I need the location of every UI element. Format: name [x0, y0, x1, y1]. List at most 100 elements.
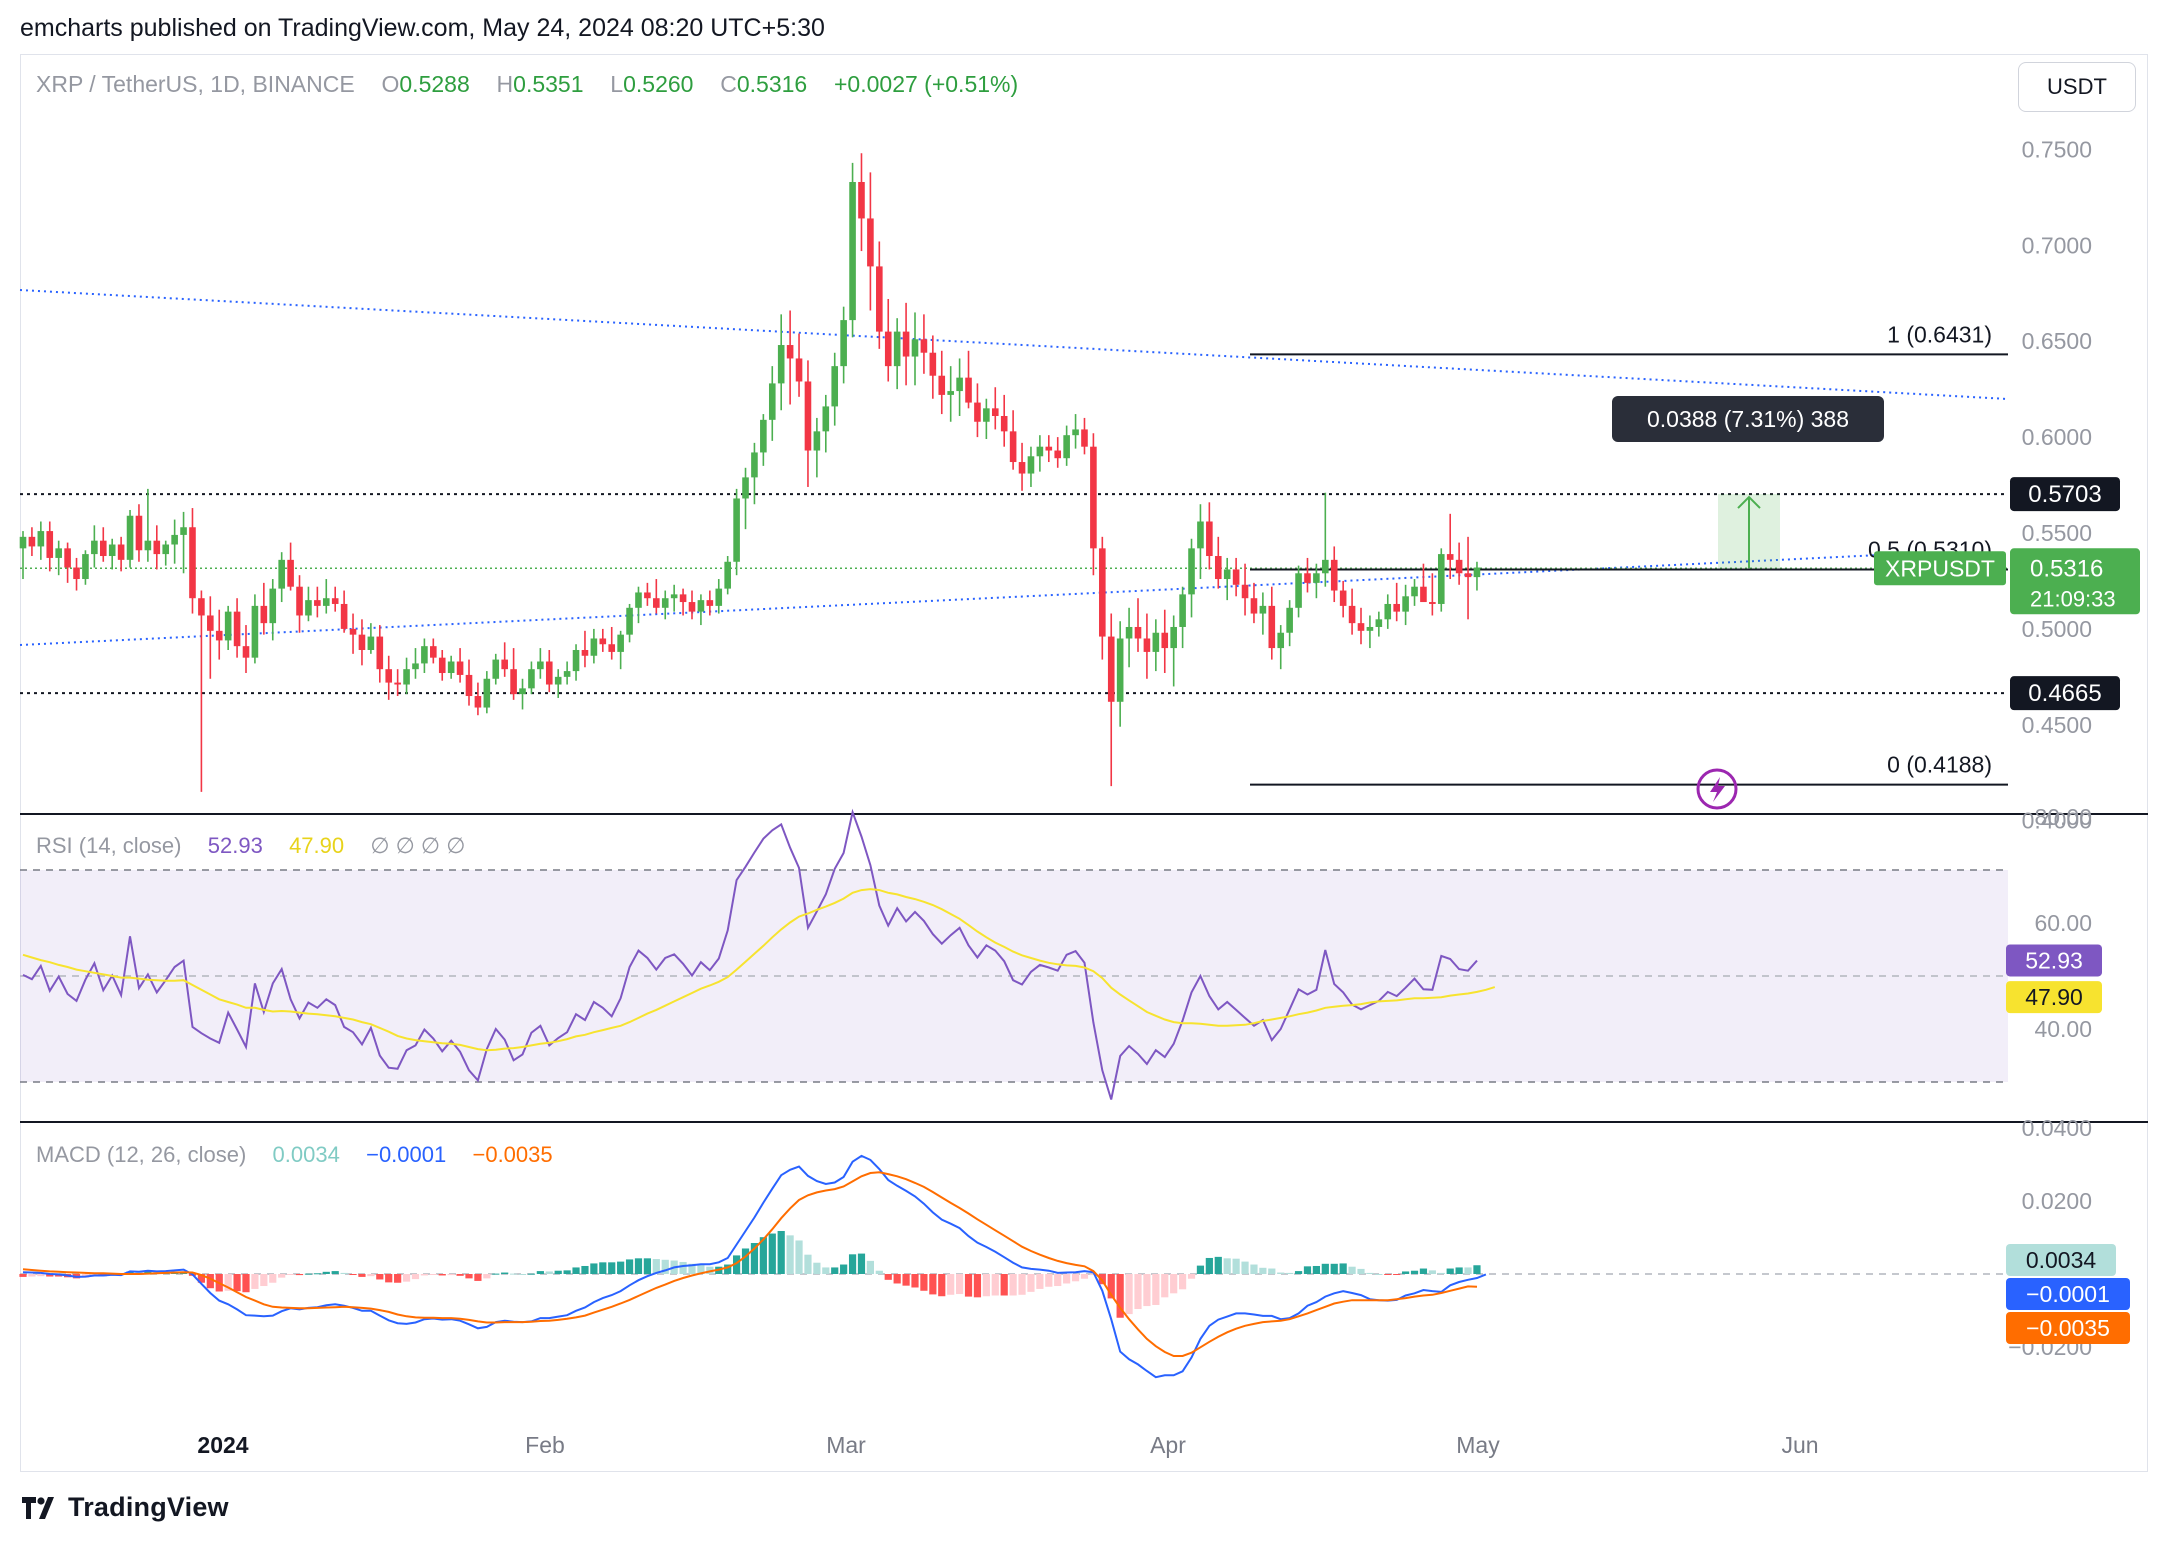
macd-histogram-bar [411, 1274, 420, 1280]
price-axis-tick: 0.4000 [2022, 808, 2092, 834]
candle-body [1384, 603, 1392, 620]
macd-histogram-bar [224, 1274, 232, 1291]
candle-body [1437, 554, 1445, 604]
macd-histogram-bar [563, 1270, 571, 1274]
macd-histogram-bar [287, 1274, 295, 1275]
candle-body [1250, 598, 1258, 614]
rsi-axis-tick: 60.00 [2034, 910, 2092, 936]
macd-histogram-bar [545, 1271, 553, 1274]
candle-body [251, 605, 259, 658]
candle-body [545, 661, 553, 685]
candle-body [376, 636, 384, 670]
rsi-null-values: ∅ ∅ ∅ ∅ [370, 833, 466, 858]
candle-body [1330, 559, 1338, 591]
macd-histogram-bar [634, 1258, 643, 1274]
rsi-axis-tick: 80.00 [2034, 804, 2092, 830]
candle-body [474, 696, 482, 708]
macd-hist-tag-box [2006, 1244, 2116, 1276]
macd-histogram-bar [1419, 1268, 1428, 1274]
candle-body [1420, 586, 1427, 603]
macd-histogram-bar [759, 1237, 767, 1274]
candle-body [117, 544, 125, 560]
macd-histogram-bar [465, 1274, 473, 1279]
brand-name: TradingView [68, 1492, 229, 1522]
candle-body [1009, 431, 1017, 463]
candle-body [108, 544, 116, 557]
macd-histogram-bar [902, 1274, 910, 1286]
candle-body [1161, 632, 1169, 649]
candle-body [1116, 638, 1124, 702]
macd-histogram-bar [706, 1266, 714, 1274]
currency-button[interactable]: USDT [2018, 62, 2136, 112]
candle-body [1357, 623, 1365, 631]
candle-body [224, 611, 232, 641]
candle-body [37, 531, 45, 547]
candle-body [1241, 584, 1249, 599]
candle-body [1063, 435, 1070, 459]
time-axis-label: Feb [525, 1432, 565, 1458]
candle-body [697, 600, 705, 612]
macd-signal-tag: −0.0035 [2026, 1315, 2110, 1341]
candle-body [938, 375, 946, 395]
tradingview-brand[interactable]: TradingView [22, 1492, 229, 1523]
candle-body [1179, 594, 1186, 627]
rsi-label[interactable]: RSI (14, close) [36, 833, 182, 858]
close-value: 0.5316 [736, 71, 808, 97]
tradingview-logo-icon [22, 1496, 54, 1519]
macd-histogram-bar [661, 1259, 669, 1274]
candle-body [421, 646, 428, 664]
candle-body [670, 594, 678, 599]
candle-body [1107, 636, 1115, 702]
candle-body [849, 182, 856, 321]
candle-body [590, 638, 598, 656]
candle-body [777, 345, 785, 384]
macd-histogram-bar [144, 1271, 152, 1274]
candle-body [608, 644, 616, 652]
price-axis-tick: 0.6500 [2022, 328, 2092, 354]
macd-histogram-bar [304, 1273, 313, 1275]
macd-histogram-bar [777, 1230, 785, 1274]
candle-body [394, 682, 401, 685]
candle-body [537, 661, 544, 670]
macd-histogram-bar [429, 1274, 437, 1275]
rsi-header: RSI (14, close) 52.93 47.90 ∅ ∅ ∅ ∅ [36, 833, 465, 859]
high-value: 0.5351 [513, 71, 584, 97]
macd-histogram-bar [893, 1274, 901, 1284]
measure-label: 0.0388 (7.31%) 388 [1647, 406, 1849, 432]
candle-body [1446, 554, 1454, 560]
candle-body [653, 598, 660, 608]
macd-histogram-bar [1294, 1271, 1303, 1274]
macd-histogram-bar [340, 1272, 348, 1274]
candle-body [884, 331, 892, 367]
macd-label[interactable]: MACD (12, 26, close) [36, 1142, 247, 1167]
macd-histogram-bar [688, 1263, 696, 1274]
macd-histogram-bar [875, 1270, 883, 1274]
macd-histogram-bar [947, 1274, 955, 1295]
candle-body [760, 419, 767, 453]
candle-body [858, 182, 865, 219]
candle-body [715, 588, 723, 606]
candle-body [572, 649, 580, 672]
candle-body [965, 377, 972, 403]
candle-body [358, 634, 366, 650]
candle-body [412, 663, 419, 670]
candle-body [1375, 619, 1383, 627]
candle-body [911, 339, 919, 357]
chart-frame[interactable] [20, 54, 2148, 1472]
macd-histogram-bar [385, 1274, 393, 1283]
candle-body [974, 402, 981, 422]
candle-body [126, 515, 134, 560]
candle-body [180, 527, 187, 535]
candle-body [599, 638, 607, 645]
candle-body [1072, 429, 1079, 436]
macd-line-value: −0.0001 [366, 1142, 447, 1167]
symbol-name[interactable]: XRP / TetherUS, 1D, BINANCE [36, 71, 355, 97]
candle-body [1322, 559, 1329, 574]
candle-body [813, 431, 821, 451]
fib-level-label: 0 (0.4188) [1887, 752, 1992, 778]
measure-label-box [1612, 396, 1884, 442]
macd-histogram-bar [1134, 1274, 1142, 1309]
candle-body [1125, 626, 1133, 639]
candle-body [430, 646, 437, 658]
